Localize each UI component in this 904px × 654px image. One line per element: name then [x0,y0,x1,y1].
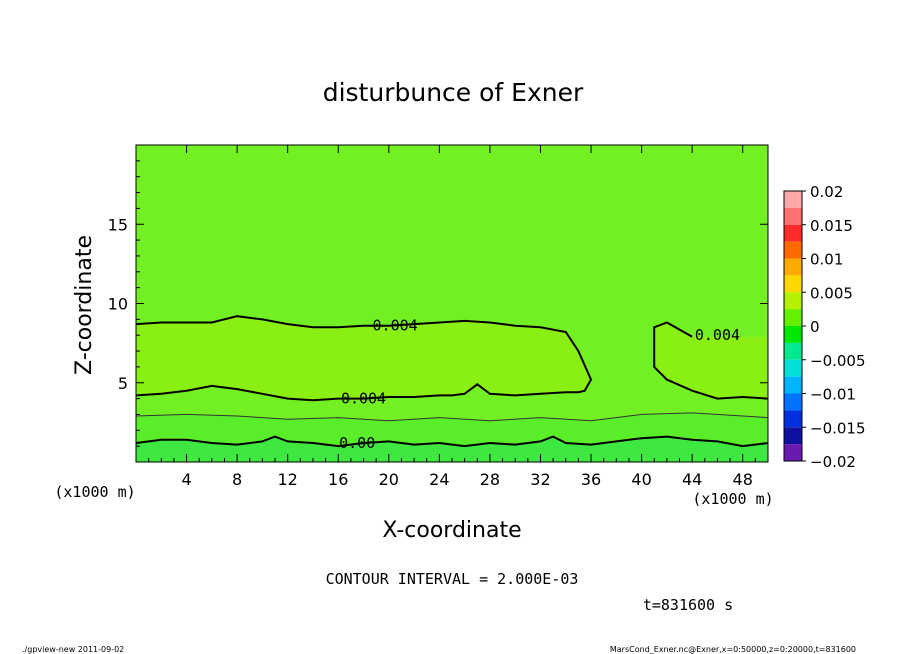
colorbar-label: −0.01 [810,386,856,404]
contour-labels: 0.004 0.004 0.004 0.00 [339,317,740,452]
x-unit-left: (x1000 m) [54,483,135,501]
colorbar-swatch [784,224,802,242]
colorbar-swatch [784,326,802,343]
contour-label-0.004-upper: 0.004 [373,317,418,335]
time-text: t=831600 s [643,596,733,614]
contour-line-0.004-left [136,315,593,402]
x-tick-label: 8 [232,470,242,489]
colorbar-label: 0.01 [810,251,843,269]
x-tick-label: 28 [480,470,500,489]
colorbar-label: −0.02 [810,453,856,471]
y-tick-label: 5 [118,374,128,393]
contour-lines [136,315,768,448]
contour-label-0.00: 0.00 [339,434,375,452]
colorbar-label: −0.005 [810,352,866,370]
colorbar-label: 0.005 [810,284,853,302]
colorbar-label: 0 [810,318,820,336]
colorbar-swatch [784,309,802,326]
y-axis-ticks: 5 10 15 [108,160,768,447]
x-tick-label: 20 [379,470,399,489]
contour-interval-text: CONTOUR INTERVAL = 2.000E-03 [326,570,579,588]
contour-line-0.00 [136,435,768,448]
colorbar-swatch [784,191,802,208]
contour-fill-area [136,145,768,462]
x-tick-label: 44 [682,470,702,489]
colorbar-swatch [784,241,802,259]
footer-right-text: MarsCond_Exner.nc@Exner,x=0:50000,z=0:20… [610,645,856,654]
contour-line-0.002 [136,412,768,422]
x-tick-label: 40 [631,470,651,489]
y-tick-label: 10 [108,295,128,314]
x-tick-label: 16 [328,470,348,489]
x-tick-label: 4 [181,470,191,489]
colorbar-swatch [784,275,802,293]
colorbar-swatch [784,292,802,310]
colorbar-swatch [784,359,802,377]
colorbar-swatch [784,342,802,360]
colorbar: 0.02 0.015 0.01 0.005 0 −0.005 −0.01 −0.015 −0.0… [783,183,866,471]
x-tick-label: 12 [278,470,298,489]
colorbar-swatch [784,393,802,411]
contour-line-0.004-right [653,321,768,400]
y-axis-label: Z-coordinate [72,235,97,375]
contour-label-0.004-lower: 0.004 [341,390,386,408]
fill-upper-region [136,145,768,462]
chart-title: disturbunce of Exner [323,78,584,107]
colorbar-swatch [784,376,802,394]
x-tick-label: 24 [429,470,449,489]
footer-left-text: ./gpview-new 2011-09-02 [22,645,124,654]
colorbar-swatch [784,427,802,445]
colorbar-label: 0.02 [810,183,843,201]
colorbar-swatch [784,410,802,428]
colorbar-label: −0.015 [810,419,866,437]
colorbar-swatch [784,207,802,225]
fill-positive-region-right [654,322,768,399]
contour-label-0.004-right: 0.004 [695,326,740,344]
x-tick-label: 32 [530,470,550,489]
x-axis-ticks: 4 8 12 16 20 24 28 32 36 40 44 48 [148,145,756,489]
x-tick-label: 48 [733,470,753,489]
colorbar-swatch [784,258,802,276]
x-unit-right: (x1000 m) [692,490,773,508]
y-tick-label: 15 [108,215,128,234]
x-axis-label: X-coordinate [382,518,521,543]
fill-positive-region-left [136,316,591,401]
x-tick-label: 36 [581,470,601,489]
colorbar-swatch [784,444,802,461]
colorbar-label: 0.015 [810,217,853,235]
